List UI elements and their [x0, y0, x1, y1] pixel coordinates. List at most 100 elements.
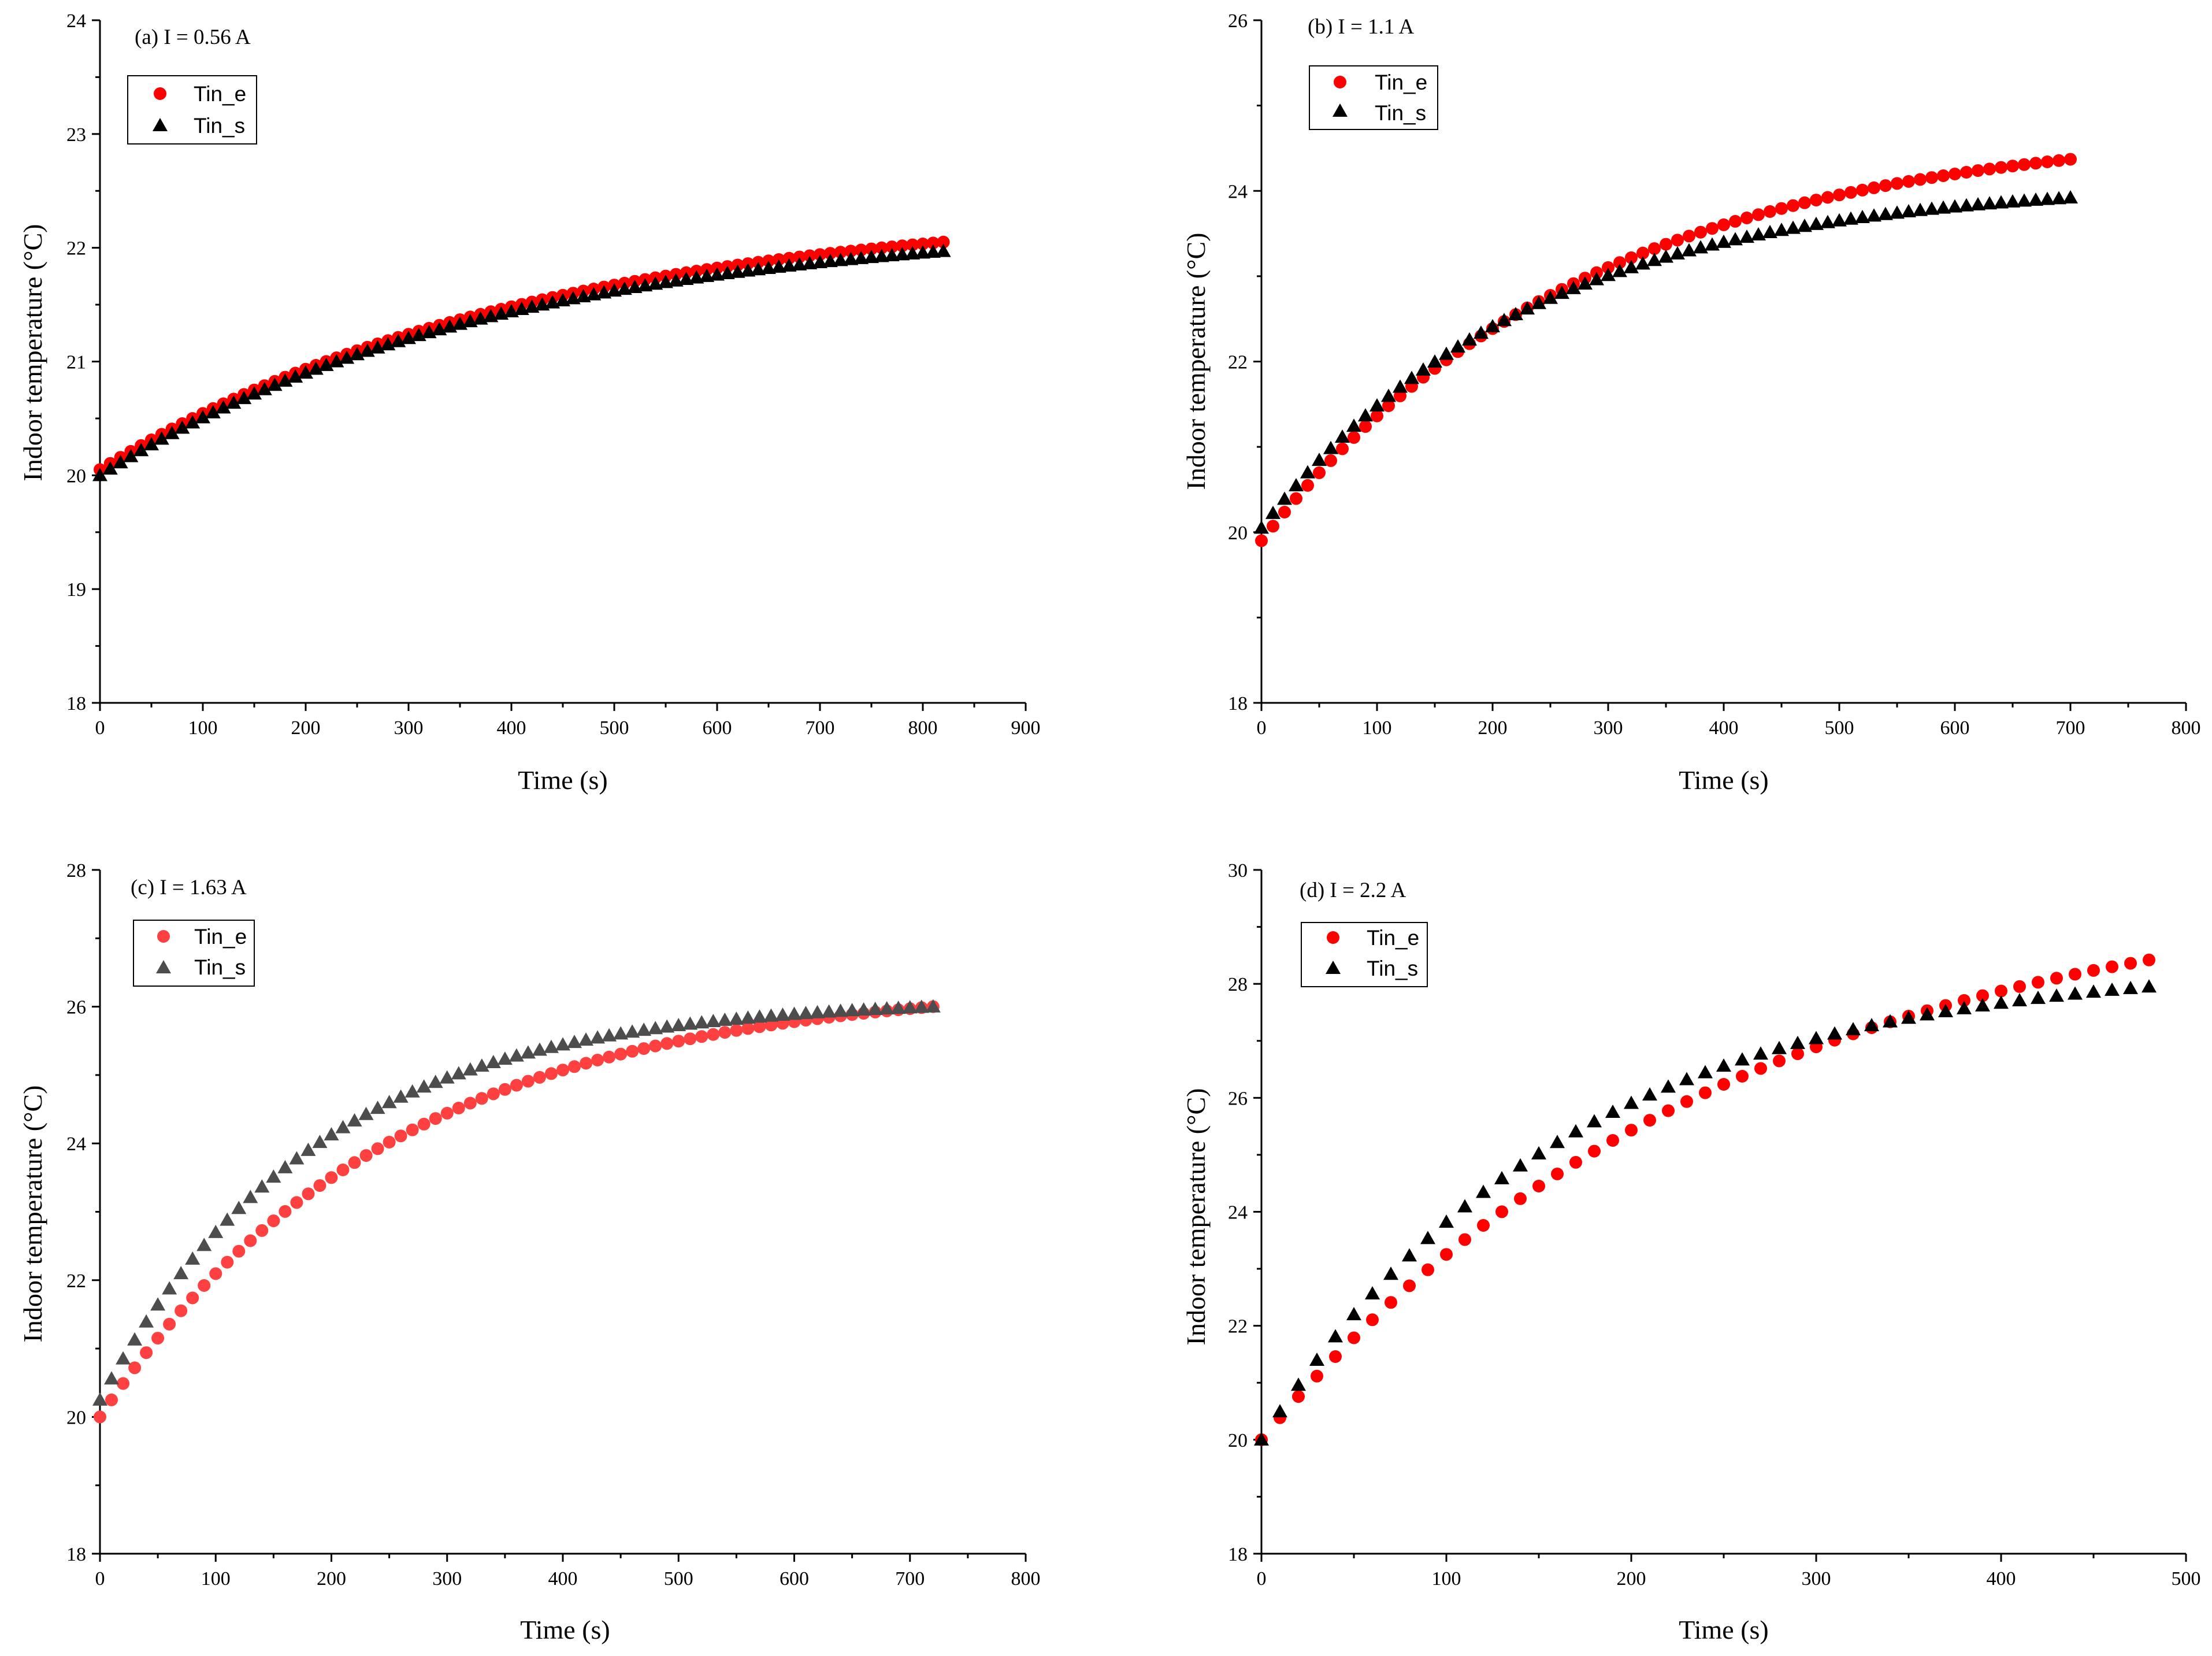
point-b-tin-e-2: [1278, 506, 1291, 518]
legend-marker-b-tin-e: [1334, 76, 1346, 88]
point-a-tin-s-65: [761, 261, 776, 275]
legend-marker-d-tin-s: [1326, 961, 1341, 974]
point-d-tin-s-18: [1587, 1114, 1602, 1128]
point-a-tin-s-19: [288, 369, 303, 383]
point-c-tin-s-42: [578, 1032, 594, 1046]
y-tick-label-c-1: 20: [66, 1407, 86, 1428]
point-b-tin-s-38: [1693, 240, 1708, 254]
point-b-tin-s-16: [1439, 346, 1454, 360]
legend-label-d-tin-s: Tin_s: [1367, 957, 1418, 980]
point-d-tin-e-28: [1773, 1054, 1786, 1068]
point-d-tin-s-29: [1790, 1035, 1805, 1049]
point-a-tin-s-4: [133, 443, 149, 457]
point-d-tin-s-34: [1883, 1014, 1898, 1028]
point-c-tin-s-61: [798, 1006, 814, 1020]
point-b-tin-s-26: [1554, 286, 1569, 299]
x-tick-label-a-5: 500: [600, 717, 629, 739]
y-tick-label-d-3: 24: [1228, 1202, 1248, 1224]
point-b-tin-s-50: [1832, 213, 1847, 227]
point-a-tin-e-71: [823, 247, 837, 260]
y-tick-label-a-6: 24: [66, 10, 86, 32]
x-tick-label-c-4: 400: [548, 1568, 578, 1590]
point-b-tin-e-44: [1764, 205, 1776, 218]
point-c-tin-e-29: [429, 1112, 442, 1125]
point-c-tin-e-3: [128, 1361, 142, 1375]
point-a-tin-e-79: [906, 238, 919, 251]
point-b-tin-e-4: [1301, 479, 1314, 492]
point-d-tin-e-25: [1717, 1078, 1730, 1091]
point-b-tin-s-58: [1924, 201, 1939, 215]
y-tick-label-a-3: 21: [66, 352, 86, 373]
legend-box-b: [1309, 65, 1438, 130]
point-b-tin-s-5: [1312, 453, 1327, 466]
point-b-tin-s-1: [1265, 505, 1281, 519]
point-d-tin-e-15: [1532, 1180, 1545, 1192]
point-a-tin-s-10: [195, 410, 210, 424]
legend-box-d: [1301, 922, 1428, 987]
point-c-tin-s-9: [196, 1238, 212, 1251]
legend-label-b-tin-s: Tin_s: [1375, 101, 1426, 125]
point-b-tin-s-19: [1474, 325, 1489, 339]
point-d-tin-s-15: [1531, 1146, 1546, 1159]
x-tick-label-b-7: 700: [2056, 717, 2085, 739]
point-d-tin-e-11: [1458, 1233, 1471, 1246]
point-c-tin-s-28: [416, 1079, 432, 1093]
point-a-tin-s-5: [144, 437, 159, 451]
point-d-tin-e-46: [2106, 960, 2118, 973]
point-c-tin-e-4: [140, 1346, 153, 1359]
x-tick-label-a-1: 100: [188, 717, 218, 739]
point-a-tin-s-6: [154, 431, 169, 445]
point-c-tin-s-41: [567, 1035, 582, 1049]
point-b-tin-s-24: [1531, 295, 1546, 309]
point-d-tin-s-27: [1753, 1046, 1768, 1060]
point-d-tin-e-16: [1551, 1168, 1564, 1180]
point-a-tin-s-2: [113, 455, 128, 469]
point-c-tin-e-35: [498, 1083, 511, 1096]
point-c-tin-e-47: [637, 1042, 651, 1055]
point-a-tin-e-70: [814, 248, 826, 261]
point-c-tin-s-24: [370, 1101, 385, 1114]
point-b-tin-e-70: [2064, 153, 2077, 166]
point-b-tin-e-56: [1902, 175, 1915, 188]
point-d-tin-s-48: [2142, 979, 2157, 993]
point-b-tin-e-64: [1995, 161, 2007, 174]
point-c-tin-e-39: [545, 1067, 558, 1080]
legend-marker-a-tin-s: [153, 118, 168, 131]
point-b-tin-e-58: [1925, 171, 1938, 184]
point-b-tin-s-35: [1658, 249, 1673, 263]
point-d-tin-s-32: [1846, 1022, 1861, 1036]
x-axis-title-d: Time (s): [1679, 1615, 1769, 1644]
x-tick-label-c-1: 100: [201, 1568, 231, 1590]
point-b-tin-e-10: [1371, 409, 1383, 423]
point-d-tin-e-5: [1348, 1331, 1360, 1344]
point-b-tin-s-21: [1497, 313, 1512, 327]
point-d-tin-s-47: [2123, 980, 2138, 994]
point-c-tin-s-53: [706, 1014, 721, 1028]
point-c-tin-s-46: [625, 1024, 640, 1038]
point-d-tin-s-12: [1476, 1184, 1491, 1198]
point-d-tin-e-48: [2143, 953, 2155, 966]
point-b-tin-e-65: [2006, 160, 2019, 173]
point-c-tin-s-63: [821, 1004, 837, 1018]
x-axis-title-b: Time (s): [1679, 765, 1769, 795]
point-b-tin-s-37: [1682, 243, 1697, 257]
point-c-tin-e-25: [383, 1136, 396, 1149]
point-d-tin-s-44: [2068, 986, 2083, 1000]
point-d-tin-s-26: [1735, 1052, 1750, 1066]
point-c-tin-e-2: [117, 1377, 130, 1390]
point-a-tin-s-3: [123, 449, 139, 462]
point-c-tin-s-54: [717, 1012, 733, 1026]
x-tick-label-a-8: 800: [908, 717, 938, 739]
point-d-tin-e-45: [2087, 964, 2100, 977]
point-c-tin-e-40: [556, 1064, 569, 1077]
point-d-tin-s-42: [2031, 990, 2046, 1004]
y-tick-label-b-3: 24: [1228, 181, 1248, 202]
point-d-tin-s-25: [1716, 1058, 1731, 1072]
point-b-tin-s-36: [1670, 246, 1685, 260]
point-c-tin-s-6: [162, 1281, 177, 1295]
point-c-tin-s-20: [324, 1127, 339, 1140]
point-b-tin-e-36: [1671, 234, 1684, 247]
point-a-tin-s-68: [792, 257, 807, 271]
legend-label-a-tin-e: Tin_e: [194, 82, 246, 106]
point-b-tin-s-11: [1381, 388, 1396, 402]
